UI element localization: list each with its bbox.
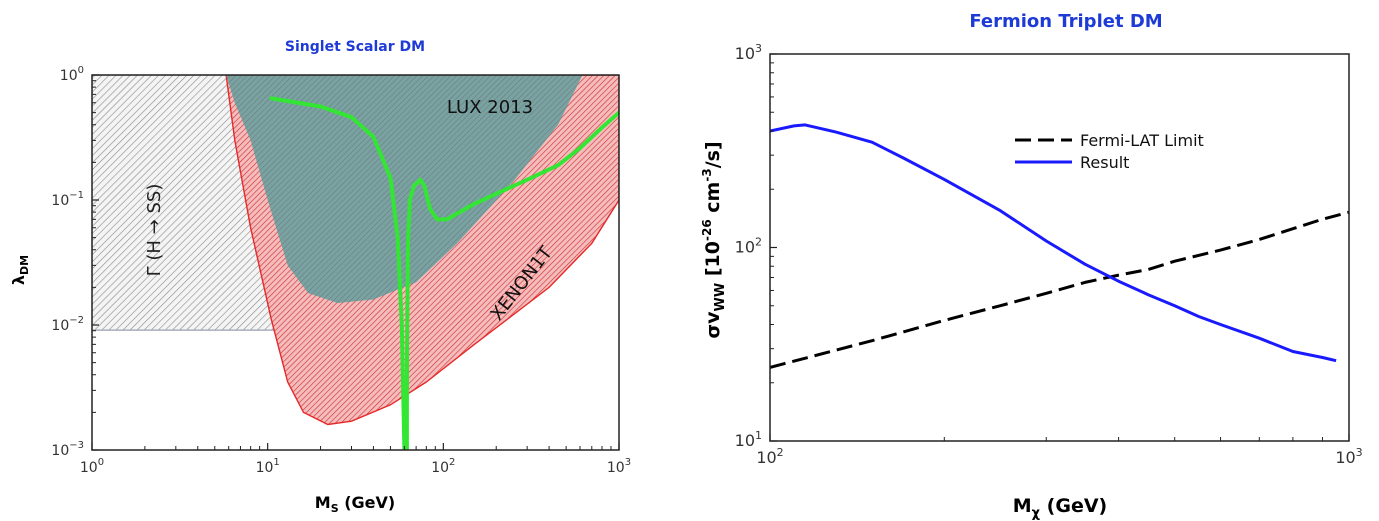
result-line: [770, 123, 1337, 363]
legend: Fermi-LAT Limit Result: [1015, 131, 1204, 172]
left-chart-title: Singlet Scalar DM: [285, 39, 425, 55]
legend-label-fermi-lat: Fermi-LAT Limit: [1080, 131, 1204, 150]
right-x-axis-label: Mχ (GeV): [1013, 495, 1107, 521]
left-x-tick-label: 101: [256, 457, 280, 476]
right-x-tick-label: 103: [1335, 446, 1362, 467]
right-y-tick-label: 102: [735, 236, 762, 257]
left-y-tick-label: 10−3: [51, 440, 84, 459]
right-y-tick-label: 101: [735, 429, 762, 450]
legend-label-result: Result: [1080, 153, 1129, 172]
right-series: [770, 123, 1349, 369]
relic-density-curve-2: [404, 110, 619, 450]
left-ticks: 100 101 102 103 10−3 10−2 10−1 100: [51, 65, 631, 476]
region-lux-2013: [226, 75, 583, 303]
label-lux-2013: LUX 2013: [447, 97, 533, 118]
right-x-tick-label: 102: [756, 446, 783, 467]
right-y-axis-label: σvWW [10-26 cm-3/s]: [700, 141, 728, 338]
left-plot-frame: [91, 74, 620, 451]
left-x-tick-label: 102: [431, 457, 455, 476]
left-y-tick-label: 10−1: [51, 190, 84, 209]
left-y-axis-label: λDM: [9, 255, 31, 285]
fermi-lat-limit-line: [770, 210, 1349, 369]
left-y-tick-label: 100: [60, 65, 84, 84]
left-y-tick-label: 10−2: [51, 315, 84, 334]
relic-density-curve-1: [269, 96, 407, 450]
left-regions: [92, 75, 619, 426]
left-x-tick-label: 103: [607, 457, 631, 476]
right-y-tick-label: 103: [735, 42, 762, 63]
left-series: [269, 96, 619, 450]
label-gamma-h-ss: Γ (H → SS): [144, 184, 165, 277]
left-x-axis-label: MS (GeV): [315, 493, 395, 515]
right-chart-title: Fermion Triplet DM: [969, 11, 1162, 32]
left-x-tick-label: 100: [80, 457, 104, 476]
singlet-scalar-chart: Singlet Scalar DM Γ (H → SS) LUX 2013 XE…: [9, 39, 631, 515]
